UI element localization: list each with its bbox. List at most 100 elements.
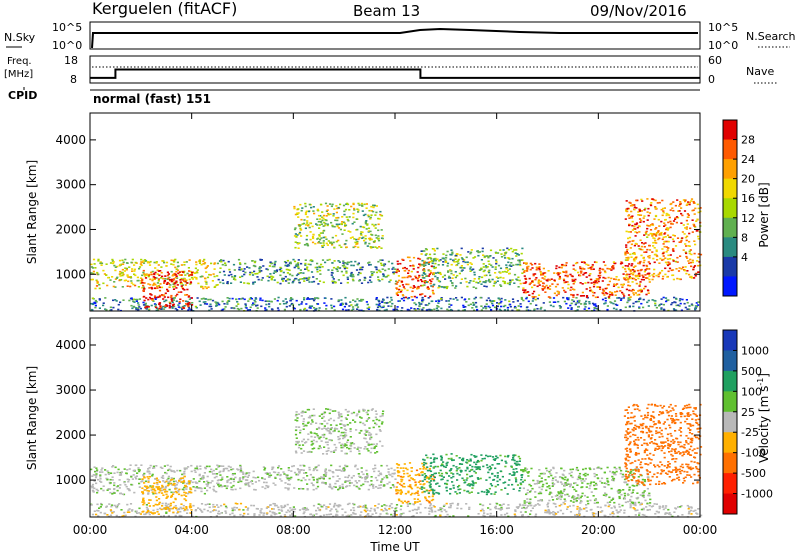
scatter-cell [295,426,297,428]
scatter-cell [354,246,356,248]
scatter-cell [638,245,640,247]
scatter-region-5 [395,257,434,299]
scatter-cell [184,498,186,500]
scatter-cell [386,477,388,479]
scatter-cell [155,262,157,264]
scatter-cell [434,253,436,255]
scatter-cell [586,276,588,278]
scatter-cell [362,266,364,268]
scatter-cell [643,279,645,281]
scatter-cell [298,426,300,428]
scatter-cell [426,275,428,277]
scatter-cell [124,259,126,261]
scatter-cell [283,272,285,274]
scatter-cell [297,263,299,265]
scatter-cell [594,303,596,305]
scatter-cell [680,240,682,242]
scatter-cell [92,486,94,488]
scatter-cell [689,228,691,230]
scatter-cell [675,245,677,247]
scatter-cell [409,511,411,513]
scatter-cell [667,222,669,224]
scatter-cell [209,487,211,489]
scatter-cell [311,281,313,283]
scatter-cell [693,277,695,279]
scatter-cell [662,278,664,280]
scatter-cell [260,510,262,512]
scatter-cell [625,307,627,309]
scatter-cell [131,268,133,270]
scatter-cell [377,218,379,220]
freq-label-bottom: [MHz] [4,69,33,80]
scatter-cell [390,514,392,516]
scatter-cell [177,273,179,275]
scatter-cell [664,268,666,270]
scatter-cell [220,465,222,467]
scatter-cell [344,306,346,308]
scatter-cell [138,286,140,288]
scatter-cell [330,298,332,300]
scatter-cell [231,307,233,309]
scatter-cell [313,415,315,417]
scatter-cell [613,308,615,310]
scatter-cell [688,233,690,235]
scatter-cell [559,276,561,278]
scatter-cell [310,432,312,434]
colorbar-swatch [723,120,737,140]
scatter-cell [263,512,265,514]
scatter-cell [391,263,393,265]
scatter-cell [534,263,536,265]
scatter-cell [184,274,186,276]
scatter-cell [615,304,617,306]
scatter-cell [625,265,627,267]
scatter-cell [323,222,325,224]
scatter-cell [372,246,374,248]
scatter-cell [185,301,187,303]
scatter-cell [433,284,435,286]
scatter-cell [152,491,154,493]
scatter-cell [163,301,165,303]
scatter-cell [323,237,325,239]
scatter-cell [175,287,177,289]
scatter-cell [300,269,302,271]
scatter-cell [308,281,310,283]
scatter-cell [562,513,564,515]
scatter-cell [159,302,161,304]
scatter-cell [167,496,169,498]
scatter-cell [166,473,168,475]
scatter-cell [157,509,159,511]
scatter-cell [150,272,152,274]
scatter-cell [304,263,306,265]
scatter-cell [403,286,405,288]
scatter-cell [666,276,668,278]
scatter-cell [261,279,263,281]
scatter-cell [339,478,341,480]
scatter-cell [127,275,129,277]
scatter-cell [690,254,692,256]
scatter-cell [364,277,366,279]
scatter-cell [455,265,457,267]
scatter-cell [158,278,160,280]
scatter-cell [535,304,537,306]
scatter-cell [674,302,676,304]
scatter-cell [669,217,671,219]
scatter-cell [305,259,307,261]
scatter-cell [163,282,165,284]
scatter-cell [371,274,373,276]
scatter-cell [189,259,191,261]
scatter-cell [376,419,378,421]
scatter-cell [186,294,188,296]
scatter-cell [317,486,319,488]
scatter-cell [454,258,456,260]
scatter-cell [118,469,120,471]
scatter-cell [209,507,211,509]
scatter-cell [403,300,405,302]
scatter-cell [477,255,479,257]
scatter-cell [321,245,323,247]
scatter-cell [141,511,143,513]
scatter-cell [161,295,163,297]
scatter-cell [126,504,128,506]
scatter-cell [192,278,194,280]
scatter-cell [135,309,137,311]
scatter-cell [357,264,359,266]
